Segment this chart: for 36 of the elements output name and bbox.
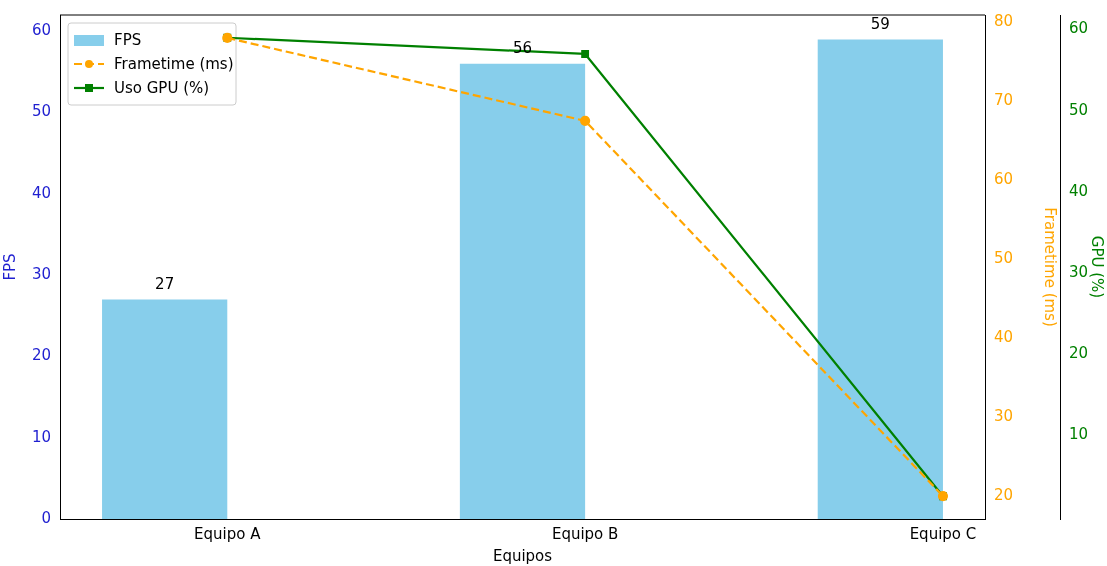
bar (102, 299, 228, 519)
x-tick-label: Equipo A (194, 524, 262, 543)
y3-tick-label: 10 (1069, 425, 1089, 444)
data-label: 27 (155, 274, 175, 293)
y-tick-label: 20 (31, 346, 51, 365)
point (580, 115, 591, 126)
y3-tick-label: 60 (1069, 19, 1089, 38)
x-tick-label: Equipo B (551, 524, 619, 543)
legend-label: Uso GPU (%) (114, 78, 210, 97)
y3-tick-label: 40 (1069, 181, 1089, 200)
bar (459, 63, 586, 519)
x-axis-title: Equipos (492, 546, 553, 565)
y2-tick-label: 80 (994, 12, 1014, 30)
legend-label: Frametime (ms) (114, 54, 234, 73)
y-tick-label: 0 (41, 508, 51, 527)
y2-tick-label: 70 (994, 91, 1014, 109)
y3-tick-label: 30 (1069, 262, 1089, 281)
y3-tick-label: 20 (1069, 344, 1089, 363)
y2-axis-title: Frametime (ms) (1041, 207, 1060, 327)
y2-tick-label: 40 (994, 327, 1014, 346)
y2-tick-label: 60 (994, 169, 1014, 188)
legend-label: FPS (114, 30, 142, 49)
y-tick-label: 50 (31, 102, 51, 121)
y3-axis-title: GPU (%) (1088, 235, 1107, 299)
y2-tick-label: 50 (994, 248, 1014, 267)
y-axis-title: FPS (0, 253, 19, 281)
y-tick-label: 10 (31, 427, 51, 446)
y-tick-label: 30 (31, 265, 51, 284)
y2-tick-label: 20 (994, 485, 1014, 504)
x-tick-label: Equipo C (909, 524, 977, 543)
y3-tick-label: 50 (1069, 100, 1089, 119)
y-tick-label: 40 (31, 183, 51, 202)
data-label: 59 (870, 14, 890, 33)
y2-tick-label: 30 (994, 406, 1014, 425)
y-tick-label: 60 (31, 21, 51, 40)
bar (817, 39, 943, 519)
